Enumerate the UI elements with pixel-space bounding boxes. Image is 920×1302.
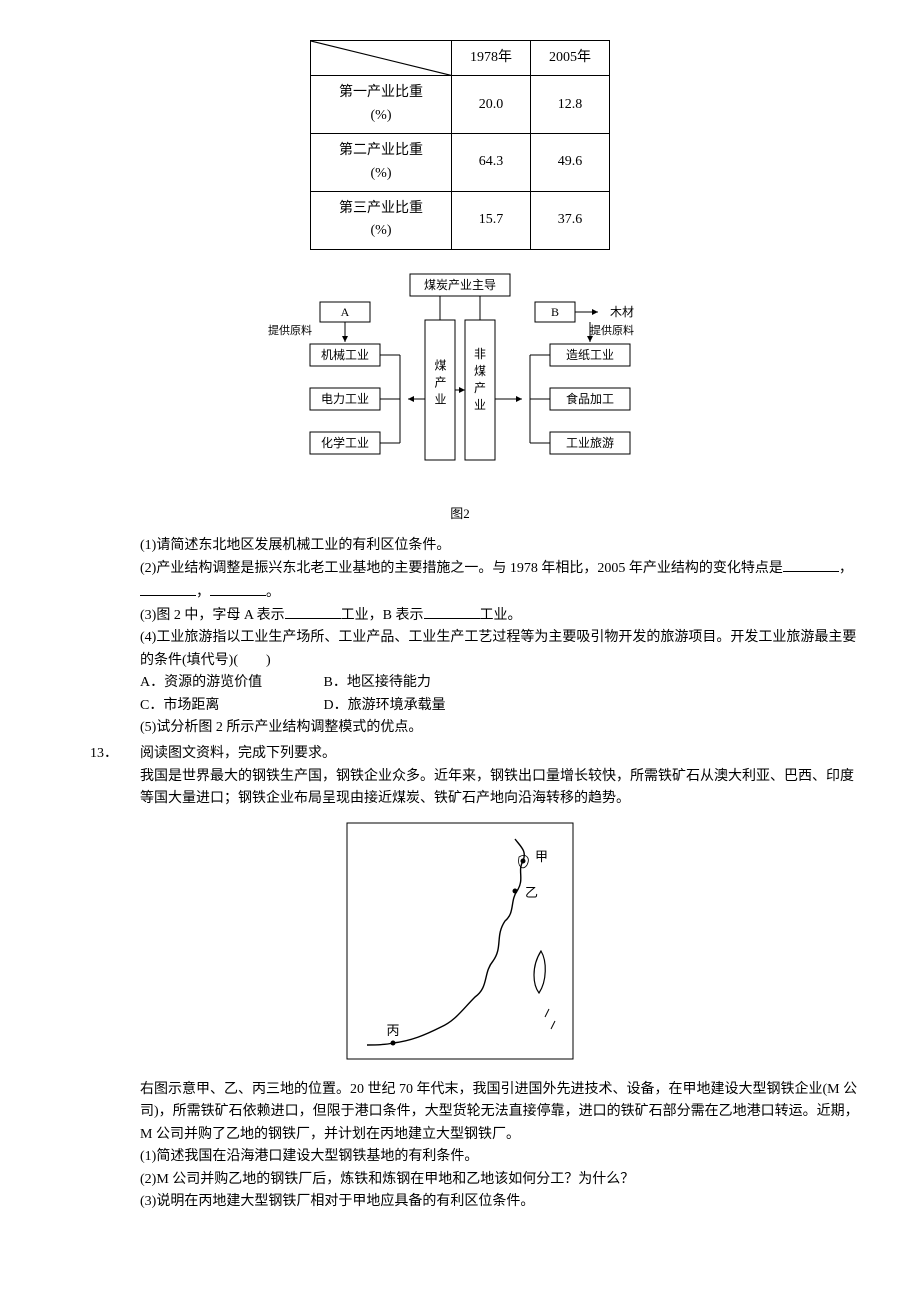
q13-sub2: (2)M 公司并购乙地的钢铁厂后，炼铁和炼钢在甲地和乙地该如何分工？为什么？ xyxy=(60,1169,860,1191)
option-a: A．资源的游览价值 xyxy=(140,672,320,694)
blank xyxy=(210,581,266,596)
letter-b: B xyxy=(551,305,559,319)
options-row-1: A．资源的游览价值 B．地区接待能力 xyxy=(140,672,860,694)
table-row: 第三产业比重(%) 15.7 37.6 xyxy=(311,191,610,249)
cell: 20.0 xyxy=(452,76,531,134)
q3-text-c: 工业。 xyxy=(480,608,522,623)
map-label-jia: 甲 xyxy=(535,849,548,864)
left-box-group: 机械工业 电力工业 化学工业 xyxy=(310,344,380,454)
label-raw-left: 提供原料 xyxy=(268,323,312,337)
blank xyxy=(783,557,839,572)
q13-para2: 右图示意甲、乙、丙三地的位置。20 世纪 70 年代末，我国引进国外先进技术、设… xyxy=(60,1079,860,1146)
q3-text-a: (3)图 2 中，字母 A 表示 xyxy=(140,608,285,623)
q2-sep2: ， xyxy=(196,585,210,600)
row-label: 第一产业比重(%) xyxy=(311,76,452,134)
question-4: (4)工业旅游指以工业生产场所、工业产品、工业生产工艺过程等为主要吸引物开发的旅… xyxy=(140,627,860,672)
cell: 37.6 xyxy=(531,191,610,249)
cell: 15.7 xyxy=(452,191,531,249)
coast-map: 甲 乙 丙 xyxy=(60,821,860,1069)
col-header-1978: 1978年 xyxy=(452,41,531,76)
option-b: B．地区接待能力 xyxy=(324,675,431,690)
letter-a: A xyxy=(341,305,350,319)
industry-share-table: 1978年 2005年 第一产业比重(%) 20.0 12.8 第二产业比重(%… xyxy=(310,40,610,250)
cell: 49.6 xyxy=(531,134,610,192)
question-3: (3)图 2 中，字母 A 表示 工业，B 表示 工业。 xyxy=(140,604,860,627)
table-row: 第二产业比重(%) 64.3 49.6 xyxy=(311,134,610,192)
q2-sep1: ， xyxy=(839,561,853,576)
wood-label: 木材 xyxy=(610,305,634,319)
left-box-3: 化学工业 xyxy=(321,435,369,450)
blank xyxy=(140,581,196,596)
option-d: D．旅游环境承载量 xyxy=(324,698,446,713)
left-box-2: 电力工业 xyxy=(321,392,369,406)
options-row-2: C．市场距离 D．旅游环境承载量 xyxy=(140,695,860,717)
row-label: 第三产业比重(%) xyxy=(311,191,452,249)
cell: 64.3 xyxy=(452,134,531,192)
right-box-2: 食品加工 xyxy=(566,391,614,406)
option-c: C．市场距离 xyxy=(140,695,320,717)
blank xyxy=(424,604,480,619)
right-box-3: 工业旅游 xyxy=(566,436,614,450)
question-5: (5)试分析图 2 所示产业结构调整模式的优点。 xyxy=(140,717,860,739)
question-number-13: 13． xyxy=(90,743,118,765)
col-header-2005: 2005年 xyxy=(531,41,610,76)
left-box-1: 机械工业 xyxy=(321,347,369,362)
right-box-1: 造纸工业 xyxy=(566,348,614,362)
mid-left-label: 煤产业 xyxy=(433,358,447,404)
question-1: (1)请简述东北地区发展机械工业的有利区位条件。 xyxy=(140,535,860,557)
q13-sub1: (1)简述我国在沿海港口建设大型钢铁基地的有利条件。 xyxy=(60,1146,860,1168)
q13-sub3: (3)说明在丙地建大型钢铁厂相对于甲地应具备的有利区位条件。 xyxy=(60,1191,860,1213)
figure-caption: 图2 xyxy=(60,504,860,525)
map-label-bing: 丙 xyxy=(386,1023,399,1038)
q13-lead: 阅读图文资料，完成下列要求。 xyxy=(140,746,336,761)
table-row: 第一产业比重(%) 20.0 12.8 xyxy=(311,76,610,134)
top-box-label: 煤炭产业主导 xyxy=(424,278,496,292)
industry-structure-diagram: 煤炭产业主导 A 提供原料 B 木材 提供原料 煤产业 非煤产业 机械工业 电力… xyxy=(60,270,860,498)
q2-end: 。 xyxy=(266,585,280,600)
right-box-group: 造纸工业 食品加工 工业旅游 xyxy=(550,344,630,454)
label-raw-right: 提供原料 xyxy=(590,323,634,337)
q3-text-b: 工业，B 表示 xyxy=(341,608,424,623)
q2-text-a: (2)产业结构调整是振兴东北老工业基地的主要措施之一。与 1978 年相比，20… xyxy=(140,561,783,576)
blank xyxy=(285,604,341,619)
question-2: (2)产业结构调整是振兴东北老工业基地的主要措施之一。与 1978 年相比，20… xyxy=(140,557,860,604)
cell: 12.8 xyxy=(531,76,610,134)
map-label-yi: 乙 xyxy=(525,885,538,900)
q13-para1: 我国是世界最大的钢铁生产国，钢铁企业众多。近年来，钢铁出口量增长较快，所需铁矿石… xyxy=(60,766,860,811)
row-label: 第二产业比重(%) xyxy=(311,134,452,192)
table-corner-cell xyxy=(311,41,452,76)
